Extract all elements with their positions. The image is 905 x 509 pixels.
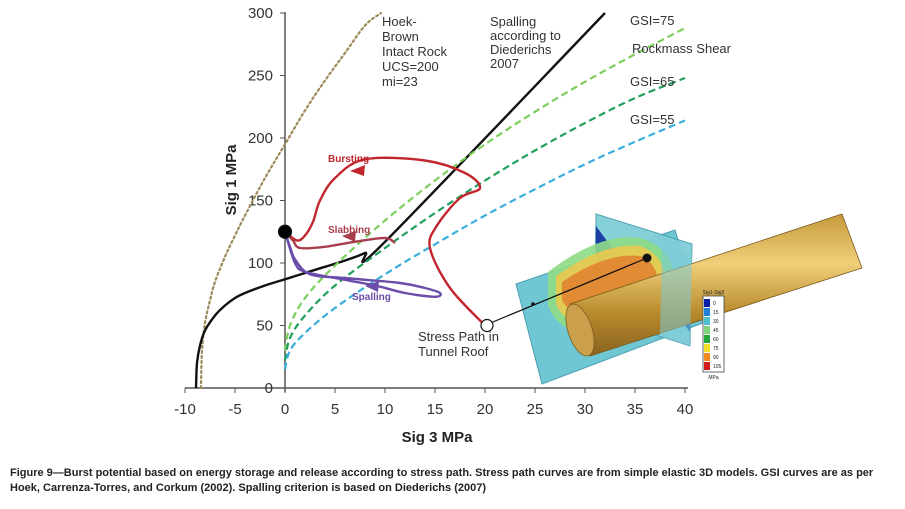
- gsi65-label: GSI=65: [630, 74, 674, 89]
- inset-legend-value: 45: [713, 328, 719, 334]
- inset-legend-swatch: [704, 317, 710, 325]
- inset-legend-swatch: [704, 344, 710, 352]
- series-spalling_path-line: [283, 231, 442, 299]
- series-gsi65-line: [283, 76, 686, 361]
- stress-path-label: Stress Path in Tunnel Roof: [418, 329, 503, 359]
- chart: -10 -5 0 5 10 15 20 25 30 35 40 050100150200250300…: [174, 5, 863, 446]
- inset-legend-title: Sig1-Sig3: [703, 290, 725, 296]
- inset-legend-swatch: [704, 353, 710, 361]
- bursting-label: Bursting: [328, 154, 369, 165]
- point-end-marker: [480, 318, 494, 333]
- x-tick-label: -10: [174, 401, 196, 418]
- inset-legend: Sig1-Sig3 0 15 30 45 60 75 90 105 MPa: [702, 290, 725, 381]
- axes: -10 -5 0 5 10 15 20 25 30 35 40 050100150200250300…: [174, 5, 693, 446]
- inset-legend-value: 90: [713, 355, 719, 361]
- inset-legend-swatch: [704, 308, 710, 316]
- inset-legend-swatch: [704, 362, 710, 370]
- x-tick-label: 30: [577, 401, 594, 418]
- gsi75-label: GSI=75: [630, 13, 674, 28]
- y-tick-label: 250: [248, 68, 273, 85]
- stress-path-line: [487, 257, 648, 325]
- spalling-arrowhead: [365, 281, 379, 292]
- inset-legend-swatch: [704, 335, 710, 343]
- x-tick-label: 40: [677, 401, 694, 418]
- spalling-path-label: Spalling: [352, 292, 391, 303]
- x-tick-label: 15: [427, 401, 444, 418]
- series-gsi75-line: [283, 27, 686, 351]
- series-gsi55-line: [283, 119, 686, 370]
- stress-path-midmarker: [531, 302, 535, 306]
- x-tick-label: 25: [527, 401, 544, 418]
- spalling-criterion-label: Spalling according to Diederichs 2007: [490, 14, 564, 71]
- vertical-plane-front: [660, 244, 692, 346]
- inset-legend-value: 60: [713, 337, 719, 343]
- x-axis-label: Sig 3 MPa: [402, 429, 474, 446]
- inset-legend-swatch: [704, 326, 710, 334]
- x-tick-label: 20: [477, 401, 494, 418]
- slabbing-label: Slabbing: [328, 225, 370, 236]
- figure-caption: Figure 9—Burst potential based on energy…: [10, 467, 874, 494]
- y-tick-label: 200: [248, 130, 273, 147]
- y-tick-label: 100: [248, 255, 273, 272]
- y-tick-label: 0: [265, 380, 273, 397]
- series-slabbing-line: [284, 230, 396, 250]
- hoek-brown-label: Hoek- Brown Intact Rock UCS=200 mi=23: [382, 14, 451, 89]
- series-bursting-line: [284, 156, 486, 327]
- series-hoek_brown-line: [199, 11, 383, 390]
- rockmass-shear-label: Rockmass Shear: [632, 41, 732, 56]
- inset-legend-value: 0: [713, 301, 716, 307]
- bursting-arrowhead: [350, 165, 365, 176]
- tunnel-cylinder-face: [565, 303, 595, 357]
- inset-legend-swatch: [704, 299, 710, 307]
- inset-legend-value: 75: [713, 346, 719, 352]
- inset-legend-value: 15: [713, 310, 719, 316]
- gsi55-label: GSI=55: [630, 112, 674, 127]
- x-tick-label: 10: [377, 401, 394, 418]
- x-tick-label: 0: [281, 401, 289, 418]
- y-axis-label: Sig 1 MPa: [223, 144, 240, 216]
- slabbing-arrowhead: [342, 231, 356, 242]
- x-tick-label: 35: [627, 401, 644, 418]
- inset-legend-value: 105: [713, 364, 722, 370]
- series-spalling-line: [194, 12, 606, 389]
- y-tick-label: 300: [248, 5, 273, 22]
- inset-legend-unit: MPa: [708, 375, 719, 381]
- point-start-marker: [277, 224, 293, 239]
- stress-path-marker: [642, 253, 652, 263]
- y-tick-label: 50: [256, 318, 273, 335]
- tunnel-model-inset: Sig1-Sig3 0 15 30 45 60 75 90 105 MPa: [487, 213, 863, 385]
- inset-legend-value: 30: [713, 319, 719, 325]
- x-tick-label: 5: [331, 401, 339, 418]
- x-tick-label: -5: [228, 401, 241, 418]
